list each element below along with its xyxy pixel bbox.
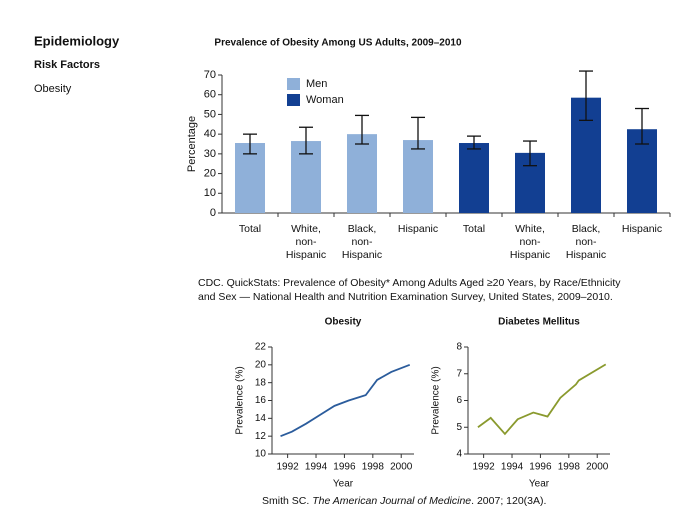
- chart-title: Prevalence of Obesity Among US Adults, 2…: [214, 38, 462, 49]
- x-tick-label: Total: [238, 223, 262, 235]
- y-tick-label: 50: [204, 108, 216, 120]
- y-tick-label: 10: [204, 187, 216, 199]
- y-tick-label: 70: [204, 69, 216, 81]
- error-bar: [299, 126, 313, 155]
- bar: [459, 143, 489, 213]
- error-bar: [635, 107, 649, 145]
- y-tick-label: 7: [456, 368, 462, 379]
- x-tick-label: Hispanic: [621, 223, 663, 235]
- source-journal: The American Journal of Medicine: [312, 495, 472, 507]
- y-tick-label: 16: [255, 395, 267, 406]
- bar: [235, 143, 265, 213]
- chart-title: Diabetes Mellitus: [498, 317, 580, 328]
- y-tick-label: 10: [255, 449, 267, 460]
- y-tick-label: 14: [255, 413, 267, 424]
- x-tick-label: Total: [462, 223, 486, 235]
- x-tick-label: 2000: [586, 462, 609, 473]
- error-bar: [579, 70, 593, 121]
- y-axis-label: Prevalence (%): [235, 366, 246, 434]
- x-tick-label: White, non-Hispanic: [285, 223, 327, 261]
- y-tick-label: 4: [456, 449, 462, 460]
- y-tick-label: 5: [456, 422, 462, 433]
- sidebar-title: Epidemiology: [34, 33, 120, 48]
- bar-source: CDC. QuickStats: Prevalence of Obesity* …: [198, 277, 621, 303]
- x-tick-label: 1994: [501, 462, 524, 473]
- x-tick-label: 2000: [390, 462, 413, 473]
- x-tick-label: 1992: [276, 462, 299, 473]
- y-tick-label: 6: [456, 395, 462, 406]
- source-part: Smith SC.: [262, 495, 313, 507]
- error-bar: [467, 135, 481, 150]
- y-tick-label: 20: [204, 167, 216, 179]
- y-tick-label: 0: [210, 207, 216, 219]
- error-bar: [523, 140, 537, 167]
- error-bar: [355, 114, 369, 145]
- x-tick-label: Black, non-Hispanic: [565, 223, 607, 261]
- y-tick-label: 22: [255, 342, 267, 353]
- y-tick-label: 8: [456, 342, 462, 353]
- chart-title: Obesity: [325, 317, 362, 328]
- x-tick-label: 1996: [333, 462, 356, 473]
- x-tick-label: 1998: [362, 462, 385, 473]
- sidebar-item: Obesity: [34, 83, 72, 95]
- x-axis-label: Year: [529, 479, 550, 490]
- error-bar: [411, 116, 425, 150]
- x-tick-label: 1998: [558, 462, 581, 473]
- x-tick-label: Hispanic: [397, 223, 439, 235]
- y-tick-label: 60: [204, 89, 216, 101]
- x-axis-label: Year: [333, 479, 354, 490]
- y-tick-label: 18: [255, 377, 267, 388]
- line: [280, 363, 411, 438]
- x-tick-label: 1992: [472, 462, 495, 473]
- y-tick-label: 30: [204, 148, 216, 160]
- x-tick-label: Black, non-Hispanic: [341, 223, 383, 261]
- source-part: . 2007; 120(3A).: [471, 495, 547, 507]
- legend-label: Woman: [306, 94, 344, 106]
- bar: [403, 140, 433, 213]
- error-bar: [243, 133, 257, 155]
- line: [477, 363, 607, 436]
- y-tick-label: 20: [255, 359, 267, 370]
- bar: [347, 134, 377, 213]
- sidebar-section: Risk Factors: [34, 59, 100, 71]
- y-tick-label: 40: [204, 128, 216, 140]
- line-source: Smith SC. The American Journal of Medici…: [262, 494, 662, 508]
- y-axis-label: Percentage: [186, 116, 198, 172]
- y-axis-label: Prevalence (%): [431, 366, 442, 434]
- x-tick-label: 1996: [529, 462, 552, 473]
- legend-swatch: [287, 78, 300, 90]
- legend-label: Men: [306, 78, 327, 90]
- legend-swatch: [287, 94, 300, 106]
- y-tick-label: 12: [255, 431, 267, 442]
- x-tick-label: 1994: [305, 462, 328, 473]
- x-tick-label: White, non-Hispanic: [509, 223, 551, 261]
